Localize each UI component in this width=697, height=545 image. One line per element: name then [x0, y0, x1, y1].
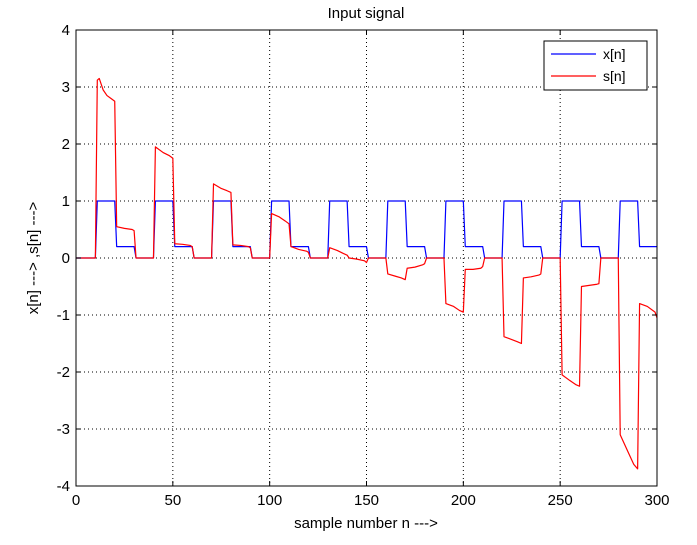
y-tick-label: 1	[62, 193, 70, 210]
legend-box	[543, 40, 648, 91]
y-axis-title: x[n] ---> ,s[n] --->	[25, 202, 42, 315]
legend: x[n] s[n]	[543, 40, 648, 91]
y-tick-label: 0	[62, 250, 70, 267]
x-tick-label: 300	[644, 492, 669, 509]
legend-label-x: x[n]	[603, 46, 626, 62]
series-line-s	[76, 77, 658, 470]
x-tick-label: 0	[72, 492, 80, 509]
x-tick-label: 150	[354, 492, 379, 509]
y-tick-label: 2	[62, 136, 70, 153]
y-tick-label: -2	[57, 364, 70, 381]
x-tick-label: 100	[257, 492, 282, 509]
y-tick-label: 4	[62, 22, 70, 39]
series-layer	[76, 77, 658, 470]
y-tick-label: -4	[57, 478, 70, 495]
y-tick-label: 3	[62, 79, 70, 96]
ticks: 0 50 100 150 200 250 300 -4 -3 -2 -1 0 1 2 3 4	[57, 22, 670, 509]
y-tick-label: -3	[57, 421, 70, 438]
x-tick-label: 50	[164, 492, 181, 509]
x-tick-label: 200	[451, 492, 476, 509]
x-tick-label: 250	[548, 492, 573, 509]
x-axis-title: sample number n --->	[294, 515, 438, 532]
legend-label-s: s[n]	[603, 68, 626, 84]
chart-title: Input signal	[328, 5, 405, 22]
y-tick-label: -1	[57, 307, 70, 324]
